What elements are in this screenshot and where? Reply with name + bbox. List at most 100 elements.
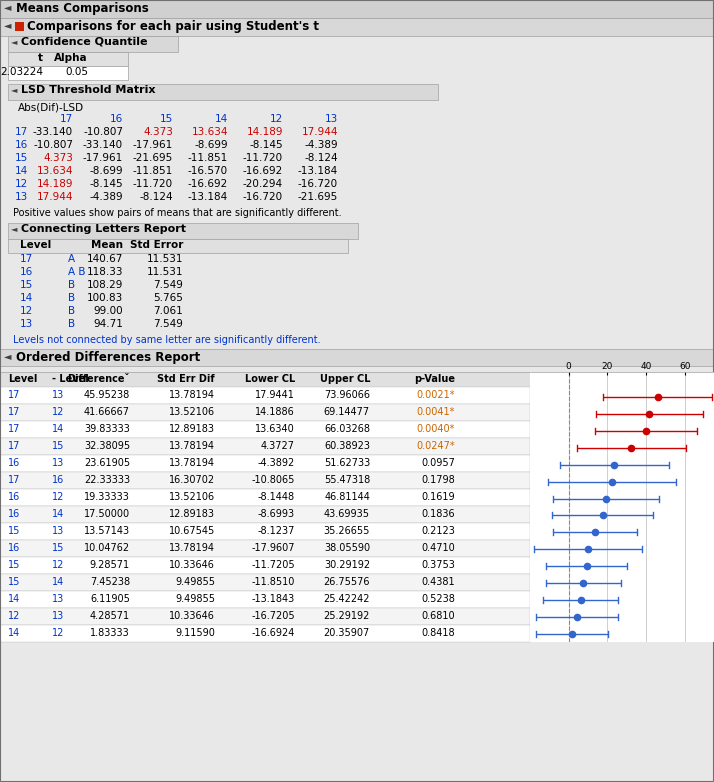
Text: LSD Threshold Matrix: LSD Threshold Matrix [21, 85, 156, 95]
Text: B: B [68, 306, 75, 316]
Bar [0, 472, 530, 489]
Text: 38.05590: 38.05590 [324, 543, 370, 553]
Bar [0, 540, 530, 557]
Text: 13.6340: 13.6340 [255, 424, 295, 434]
Bar [0, 625, 530, 642]
Text: -17.961: -17.961 [133, 140, 173, 150]
Text: 73.96066: 73.96066 [324, 390, 370, 400]
Text: 0.0041*: 0.0041* [417, 407, 455, 417]
Text: 16: 16 [52, 475, 64, 485]
Text: 5.765: 5.765 [153, 293, 183, 303]
Text: 9.49855: 9.49855 [175, 577, 215, 587]
Text: 11.531: 11.531 [146, 267, 183, 277]
Text: 15: 15 [20, 280, 34, 290]
Bar [0, 608, 530, 625]
Bar [0, 455, 530, 472]
Text: -17.9607: -17.9607 [251, 543, 295, 553]
Text: 99.00: 99.00 [94, 306, 123, 316]
Text: 14: 14 [8, 628, 20, 638]
Text: 14: 14 [52, 577, 64, 587]
Text: 12.89183: 12.89183 [169, 509, 215, 519]
Text: 15: 15 [15, 153, 28, 163]
Text: -13.184: -13.184 [298, 166, 338, 176]
Text: Positive values show pairs of means that are significantly different.: Positive values show pairs of means that… [13, 208, 341, 218]
Text: 12: 12 [52, 492, 64, 502]
Text: 0.5238: 0.5238 [421, 594, 455, 604]
Text: -8.145: -8.145 [89, 179, 123, 189]
Text: 15: 15 [160, 114, 173, 124]
Text: B: B [68, 293, 75, 303]
Text: 16: 16 [8, 509, 20, 519]
Text: 12: 12 [270, 114, 283, 124]
Text: 4.28571: 4.28571 [90, 611, 130, 621]
Text: 13: 13 [325, 114, 338, 124]
Text: Mean: Mean [91, 240, 123, 250]
Bar [8, 239, 348, 253]
Text: 13: 13 [20, 319, 34, 329]
Text: 17: 17 [15, 127, 28, 137]
Text: -11.720: -11.720 [243, 153, 283, 163]
Text: 10.33646: 10.33646 [169, 611, 215, 621]
Text: 13.57143: 13.57143 [84, 526, 130, 536]
Text: 16: 16 [20, 267, 34, 277]
Text: -16.6924: -16.6924 [251, 628, 295, 638]
Text: -13.1843: -13.1843 [252, 594, 295, 604]
Text: 51.62733: 51.62733 [323, 458, 370, 468]
Text: 7.061: 7.061 [154, 306, 183, 316]
Text: -11.8510: -11.8510 [251, 577, 295, 587]
Text: Differenceˇ: Differenceˇ [68, 374, 130, 384]
Text: 13: 13 [52, 458, 64, 468]
Text: Lower CL: Lower CL [245, 374, 295, 384]
Text: ◄: ◄ [4, 2, 11, 12]
Text: 14.189: 14.189 [246, 127, 283, 137]
Text: 0.6810: 0.6810 [421, 611, 455, 621]
Text: 14: 14 [8, 594, 20, 604]
Text: 25.29192: 25.29192 [323, 611, 370, 621]
Bar [0, 574, 530, 591]
Text: 17: 17 [60, 114, 73, 124]
Text: 12: 12 [52, 560, 64, 570]
Text: 32.38095: 32.38095 [84, 441, 130, 451]
Text: 39.83333: 39.83333 [84, 424, 130, 434]
Text: -8.6993: -8.6993 [258, 509, 295, 519]
Text: 16: 16 [8, 492, 20, 502]
Text: 17: 17 [20, 254, 34, 264]
Text: 16: 16 [8, 543, 20, 553]
Text: Std Error: Std Error [130, 240, 183, 250]
Text: -16.570: -16.570 [188, 166, 228, 176]
Text: 69.14477: 69.14477 [324, 407, 370, 417]
Bar [0, 591, 530, 608]
Bar [15, 22, 24, 31]
Text: -4.389: -4.389 [89, 192, 123, 202]
Text: 0.1836: 0.1836 [421, 509, 455, 519]
Text: 10.67545: 10.67545 [169, 526, 215, 536]
Text: 9.11590: 9.11590 [175, 628, 215, 638]
Text: 35.26655: 35.26655 [323, 526, 370, 536]
Text: 13.78194: 13.78194 [169, 458, 215, 468]
Text: -4.389: -4.389 [304, 140, 338, 150]
Text: 14: 14 [52, 424, 64, 434]
Bar [8, 223, 358, 239]
Text: 0.4381: 0.4381 [421, 577, 455, 587]
Text: 17: 17 [8, 424, 21, 434]
Bar [0, 404, 530, 421]
Text: 0.0957: 0.0957 [421, 458, 455, 468]
Text: 100.83: 100.83 [86, 293, 123, 303]
Text: 0.1619: 0.1619 [421, 492, 455, 502]
Text: 17: 17 [8, 475, 21, 485]
Text: 16: 16 [110, 114, 123, 124]
Text: 13.78194: 13.78194 [169, 543, 215, 553]
Bar [0, 18, 714, 36]
Text: -8.145: -8.145 [249, 140, 283, 150]
Text: -33.140: -33.140 [33, 127, 73, 137]
Bar [0, 421, 530, 438]
Text: Confidence Quantile: Confidence Quantile [21, 37, 148, 47]
Text: B: B [68, 280, 75, 290]
Text: -20.294: -20.294 [243, 179, 283, 189]
Text: ◄: ◄ [4, 351, 11, 361]
Text: 17.50000: 17.50000 [84, 509, 130, 519]
Text: 140.67: 140.67 [86, 254, 123, 264]
Text: 15: 15 [8, 526, 21, 536]
Text: 4.3727: 4.3727 [261, 441, 295, 451]
Text: 0.0040*: 0.0040* [417, 424, 455, 434]
